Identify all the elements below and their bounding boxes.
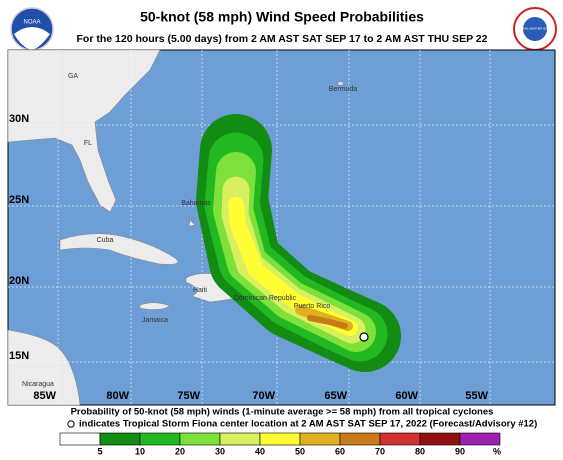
lat-label: 30N (9, 113, 29, 125)
subtitle: For the 120 hours (5.00 days) from 2 AM … (77, 33, 488, 45)
legend-unit: % (493, 446, 501, 456)
legend-label: 30 (215, 446, 225, 456)
lat-label: 25N (9, 194, 29, 206)
place-label: Bermuda (329, 86, 358, 93)
probability-swath (196, 114, 401, 372)
lon-label: 65W (324, 390, 347, 402)
place-label: GA (68, 73, 78, 80)
logo-text: NOAA (23, 20, 40, 26)
place-label: Puerto Rico (294, 303, 331, 310)
title: 50-knot (58 mph) Wind Speed Probabilitie… (140, 9, 424, 25)
lon-label: 75W (177, 390, 200, 402)
legend-swatch (339, 432, 381, 446)
place-label: Nicaragua (22, 381, 54, 388)
caption-line: Probability of 50-knot (58 mph) winds (1… (71, 407, 494, 418)
legend-swatch (379, 432, 421, 446)
lon-label: 85W (33, 390, 56, 402)
place-label: Jamaica (142, 317, 168, 324)
legend-swatch (99, 432, 141, 446)
legend-swatch (419, 432, 461, 446)
legend-label: 80 (415, 446, 425, 456)
legend-swatch (139, 432, 181, 446)
legend-swatch (459, 432, 501, 446)
land (7, 49, 344, 406)
lon-label: 70W (252, 390, 275, 402)
map: GA FL Bermuda Bahamas Cuba Haiti Dominican Rep… (7, 49, 556, 406)
legend-label: 5 (97, 446, 102, 456)
legend-label: 50 (295, 446, 305, 456)
legend-swatch (59, 432, 101, 446)
place-label: FL (84, 140, 92, 147)
legend-swatch (259, 432, 301, 446)
legend-swatch (179, 432, 221, 446)
nws-logo: NATIONAL WEATHER SERVICE (513, 7, 557, 51)
coordinates: 30N 25N 20N 15N 85W 80W 75W 70W 65W 60W 55W (9, 113, 489, 402)
legend-swatch (219, 432, 261, 446)
legend-label: 20 (175, 446, 185, 456)
legend-label: 70 (375, 446, 385, 456)
noaa-logo: NOAA (10, 7, 54, 51)
legend: 5 10 20 30 40 50 60 70 80 90% (59, 432, 501, 456)
place-label: Haiti (193, 287, 207, 294)
lon-label: 60W (395, 390, 418, 402)
place-label: Bahamas (181, 200, 211, 207)
places: GA FL Bermuda Bahamas Cuba Haiti Dominican Rep… (22, 73, 357, 388)
legend-label: 90 (455, 446, 465, 456)
storm-center (359, 332, 369, 342)
lat-label: 20N (9, 275, 29, 287)
legend-swatch (299, 432, 341, 446)
lon-label: 80W (106, 390, 129, 402)
legend-label: 10 (135, 446, 145, 456)
lat-label: 15N (9, 350, 29, 362)
storm-symbol (67, 420, 75, 428)
place-label: Dominican Republic (234, 295, 297, 302)
legend-label: 60 (335, 446, 345, 456)
logo-text: NATIONAL WEATHER SERVICE (516, 27, 555, 31)
place-label: Cuba (97, 237, 114, 244)
legend-label: 40 (255, 446, 265, 456)
caption-line: indicates Tropical Storm Fiona center lo… (79, 419, 537, 430)
lon-label: 55W (465, 390, 488, 402)
